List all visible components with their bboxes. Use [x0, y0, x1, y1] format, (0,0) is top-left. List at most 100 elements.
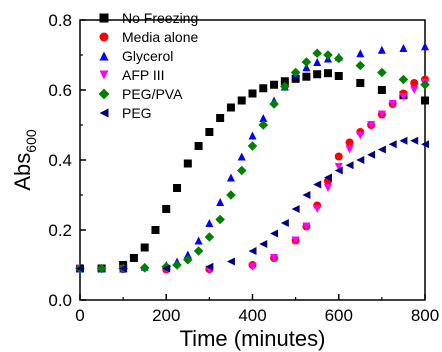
y-axis-label-main: Abs — [10, 153, 35, 191]
y-axis-label: Abs600 — [10, 129, 39, 190]
data-point — [205, 262, 214, 271]
x-tick-label: 400 — [238, 306, 266, 325]
data-point — [162, 264, 171, 273]
data-point — [323, 173, 332, 182]
data-point — [237, 152, 246, 161]
data-point — [248, 262, 257, 271]
legend-item: Glycerol — [99, 48, 173, 64]
data-point — [226, 257, 235, 266]
data-point — [302, 222, 311, 231]
data-point — [302, 63, 311, 72]
y-axis-label-subscript: 600 — [23, 129, 39, 153]
data-point — [140, 243, 149, 252]
data-point — [237, 96, 246, 105]
y-tick-label: 0.4 — [48, 151, 72, 170]
data-point — [356, 156, 365, 164]
y-tick-label: 0.0 — [48, 291, 72, 310]
data-point — [312, 48, 322, 59]
data-point — [388, 140, 397, 149]
data-point — [377, 86, 386, 94]
data-point — [313, 70, 322, 79]
data-point — [323, 50, 333, 60]
legend-label: Glycerol — [122, 48, 173, 64]
data-point — [183, 250, 192, 259]
legend-marker — [99, 108, 109, 118]
data-point — [291, 236, 300, 245]
data-point — [216, 198, 225, 206]
legend-marker — [99, 70, 109, 80]
data-point — [367, 121, 376, 129]
data-point — [76, 264, 84, 273]
data-point — [236, 165, 247, 176]
data-point — [313, 205, 322, 213]
data-point — [248, 247, 257, 255]
data-point — [302, 191, 311, 199]
data-point — [216, 114, 225, 122]
data-point — [399, 93, 408, 101]
y-tick-label: 0.6 — [48, 81, 72, 100]
data-point — [420, 79, 430, 90]
data-point — [280, 219, 289, 227]
data-point — [410, 79, 419, 87]
data-point — [410, 136, 419, 145]
legend-marker — [99, 51, 109, 61]
data-point — [162, 205, 171, 213]
data-point — [129, 254, 138, 262]
data-point — [259, 240, 268, 248]
data-point — [323, 184, 332, 192]
x-tick-label: 200 — [152, 306, 180, 325]
data-point — [204, 232, 215, 242]
data-point — [226, 103, 235, 112]
data-point — [270, 254, 279, 262]
data-point — [269, 99, 279, 109]
data-point — [421, 140, 429, 149]
data-point — [377, 67, 387, 78]
data-point — [313, 58, 322, 66]
data-point — [345, 161, 354, 170]
legend: No Freezing Media alone Glycerol AFP III PEG… — [98, 10, 198, 121]
x-tick-label: 800 — [411, 306, 439, 325]
data-point — [421, 42, 429, 51]
data-point — [334, 72, 343, 80]
data-point — [183, 159, 192, 168]
series-layer — [75, 42, 430, 274]
legend-item: PEG — [99, 105, 152, 121]
legend-marker — [98, 88, 110, 100]
data-point — [119, 264, 128, 273]
data-point — [291, 74, 300, 83]
data-point — [183, 254, 193, 265]
data-point — [313, 180, 322, 189]
legend-item: No Freezing — [99, 10, 198, 26]
data-point — [248, 89, 257, 98]
data-point — [247, 141, 258, 151]
data-point — [333, 53, 344, 64]
data-point — [356, 131, 365, 140]
data-point — [291, 205, 300, 213]
data-point — [410, 86, 419, 94]
data-point — [345, 145, 354, 154]
data-point — [193, 246, 204, 256]
data-point — [259, 114, 268, 122]
legend-marker — [99, 13, 109, 23]
legend-label: AFP III — [122, 67, 165, 83]
data-point — [151, 226, 160, 234]
data-point — [205, 219, 214, 227]
data-point — [139, 263, 150, 273]
data-point — [280, 81, 290, 92]
data-point — [270, 80, 279, 89]
data-point — [399, 44, 408, 52]
data-point — [96, 263, 107, 274]
data-point — [399, 136, 408, 145]
data-point — [388, 100, 397, 108]
data-point — [259, 84, 268, 93]
data-point — [377, 145, 386, 154]
data-point — [398, 74, 409, 85]
x-tick-label: 600 — [325, 306, 353, 325]
data-point — [194, 236, 203, 245]
y-tick-label: 0.2 — [48, 221, 72, 240]
legend-label: PEG/PVA — [122, 86, 183, 102]
data-point — [355, 60, 366, 71]
legend-item: PEG/PVA — [98, 86, 183, 102]
data-point — [280, 77, 289, 86]
